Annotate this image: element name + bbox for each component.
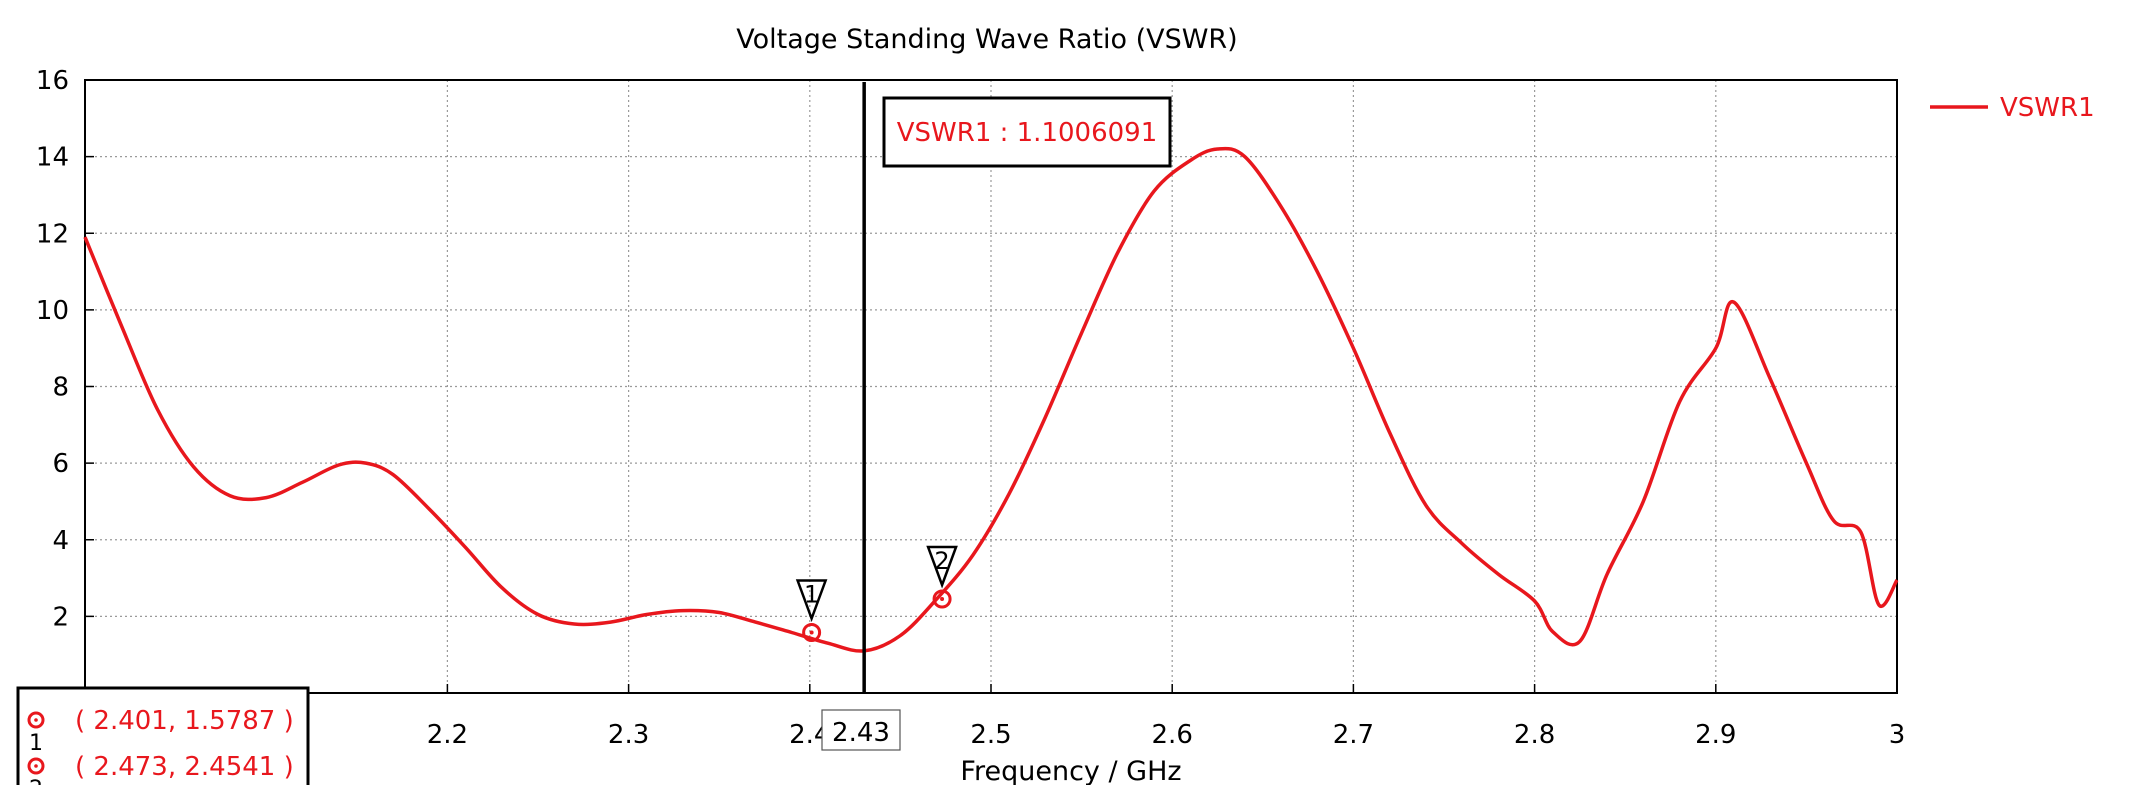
legend-label: VSWR1 [2000, 93, 2095, 123]
cursor-readout-box [882, 96, 1172, 168]
marker-1-dot [809, 630, 814, 635]
marker-table-readout: ( 2.401, 1.5787 ) [75, 706, 294, 736]
legend: VSWR1 [1930, 93, 2095, 123]
y-tick-label: 16 [36, 66, 69, 96]
marker-table-icon [27, 711, 45, 729]
x-axis: 2.2 2.3 2.4 2.5 2.6 2.7 2.8 2.9 3 [427, 684, 1906, 750]
marker-2-id: 2 [934, 547, 949, 575]
x-tick-label: 3 [1889, 720, 1906, 750]
cursor-x-label: 2.43 [832, 718, 890, 748]
marker-table-icon-dot [34, 764, 38, 768]
x-tick-label: 2.8 [1514, 720, 1555, 750]
marker-table-readout: ( 2.473, 2.4541 ) [75, 752, 294, 782]
x-tick-label: 2.9 [1695, 720, 1736, 750]
marker-readout-table: 1 ( 2.401, 1.5787 ) 2 ( 2.473, 2.4541 ) [16, 686, 310, 785]
marker-table-id: 1 [29, 731, 43, 756]
y-tick-label: 14 [36, 143, 69, 173]
y-tick-label: 4 [52, 526, 69, 556]
grid-lines [85, 80, 1897, 693]
marker-table-frame [16, 686, 310, 785]
x-axis-label: Frequency / GHz [960, 756, 1181, 785]
y-axis: 2 4 6 8 10 12 14 16 [36, 66, 94, 694]
marker-2-point[interactable] [932, 589, 952, 609]
series-layer [83, 146, 1899, 653]
y-tick-label: 8 [52, 373, 69, 403]
y-tick-label: 2 [52, 602, 69, 632]
chart-title: Voltage Standing Wave Ratio (VSWR) [736, 24, 1237, 55]
markers[interactable]: 12 [795, 545, 958, 643]
marker-1-flag[interactable] [795, 579, 828, 623]
x-tick-label: 2.5 [970, 720, 1011, 750]
marker-table-id: 2 [29, 777, 43, 785]
marker-table-icon-dot [34, 718, 38, 722]
marker-1-id: 1 [804, 581, 819, 609]
marker-2-dot [940, 596, 945, 601]
cursor-x-label-box [821, 709, 901, 751]
marker-2-flag[interactable] [926, 545, 958, 589]
series-line-vswr1 [83, 146, 1899, 653]
y-tick-label: 12 [36, 219, 69, 249]
frequency-cursor[interactable]: VSWR1 : 1.1006091 2.43 [821, 82, 1172, 751]
cursor-readout-text: VSWR1 : 1.1006091 [897, 118, 1158, 148]
x-tick-label: 2.2 [427, 720, 468, 750]
x-tick-label: 2.7 [1333, 720, 1374, 750]
y-tick-label: 6 [52, 449, 69, 479]
y-tick-label: 10 [36, 296, 69, 326]
x-tick-label: 2.6 [1152, 720, 1193, 750]
marker-table-icon [27, 757, 45, 775]
x-tick-label: 2.3 [608, 720, 649, 750]
marker-1-point[interactable] [802, 623, 822, 643]
